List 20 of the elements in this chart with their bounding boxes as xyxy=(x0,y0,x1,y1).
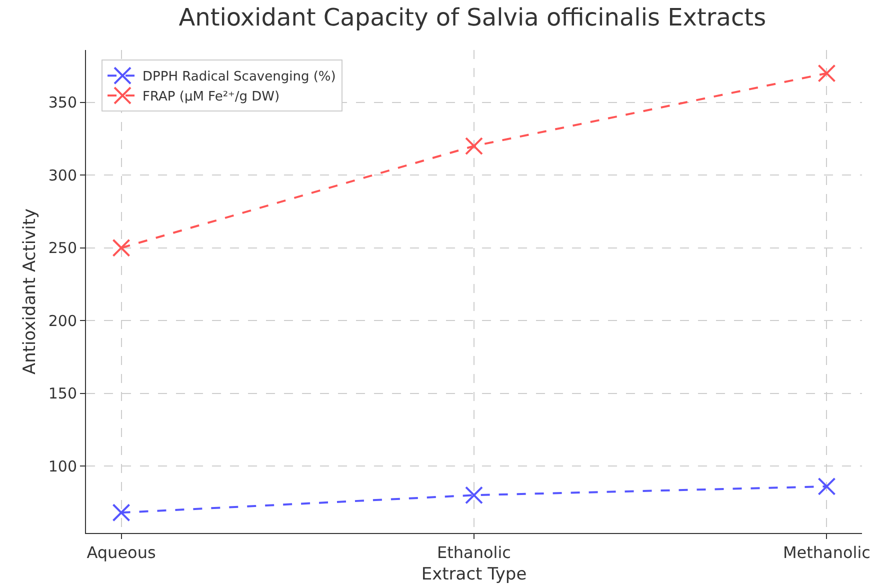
x-tick-label: Methanolic xyxy=(782,543,870,562)
y-tick-label: 150 xyxy=(48,384,77,403)
x-axis-title: Extract Type xyxy=(421,564,527,585)
y-tick-label: 250 xyxy=(48,239,77,258)
point xyxy=(112,238,130,257)
x-tick-label: Ethanolic xyxy=(437,543,511,562)
point xyxy=(465,137,483,156)
y-tick-label: 350 xyxy=(48,94,77,112)
point xyxy=(818,477,836,496)
y-tick-label: 200 xyxy=(48,312,77,330)
y-tick-label: 300 xyxy=(48,166,77,184)
y-tick-label: 100 xyxy=(48,457,77,476)
legend-label: FRAP (μM Fe²⁺/g DW) xyxy=(142,90,280,105)
y-axis-title: Antioxidant Activity xyxy=(20,208,40,375)
point xyxy=(112,504,130,522)
point xyxy=(465,486,483,504)
point xyxy=(818,64,836,82)
legend-label: DPPH Radical Scavenging (%) xyxy=(142,70,336,85)
x-tick-label: Aqueous xyxy=(86,543,156,562)
chart-title: Antioxidant Capacity of Salvia officinalis Extracts xyxy=(178,4,766,32)
